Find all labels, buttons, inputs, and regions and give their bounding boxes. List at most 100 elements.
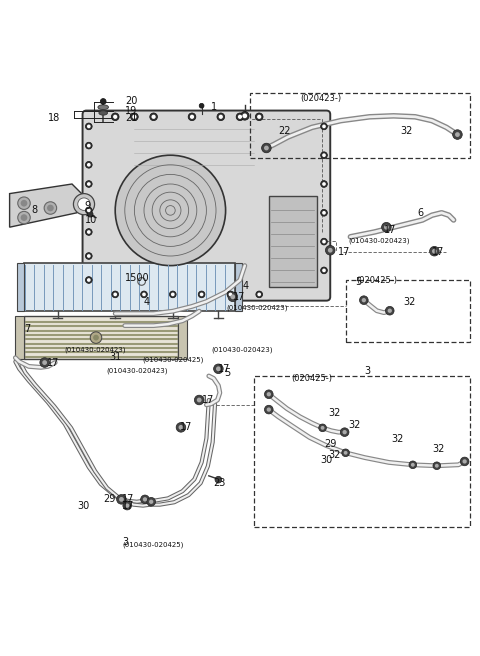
- Text: 29: 29: [324, 439, 337, 449]
- Circle shape: [87, 209, 91, 213]
- Circle shape: [18, 211, 30, 224]
- Ellipse shape: [99, 111, 108, 115]
- Circle shape: [322, 125, 326, 128]
- Bar: [24, 263, 235, 311]
- Circle shape: [90, 332, 102, 343]
- Circle shape: [321, 426, 324, 430]
- Text: 32: 32: [329, 450, 341, 461]
- Circle shape: [321, 123, 327, 130]
- Circle shape: [149, 500, 154, 504]
- Circle shape: [384, 225, 389, 230]
- Text: 17: 17: [122, 501, 135, 510]
- Text: 4: 4: [242, 281, 249, 291]
- Circle shape: [321, 238, 327, 245]
- Circle shape: [194, 395, 204, 405]
- Circle shape: [85, 142, 92, 149]
- Circle shape: [125, 503, 130, 508]
- Circle shape: [228, 293, 232, 297]
- Text: 3: 3: [122, 537, 129, 546]
- Circle shape: [362, 298, 366, 302]
- Text: 7: 7: [24, 324, 30, 334]
- Circle shape: [85, 161, 92, 168]
- Circle shape: [267, 392, 271, 396]
- Text: 5: 5: [225, 367, 231, 378]
- Text: 32: 32: [348, 420, 360, 430]
- Text: 30: 30: [78, 501, 90, 510]
- Text: (010430-020423): (010430-020423): [211, 346, 273, 353]
- Circle shape: [87, 163, 91, 167]
- Circle shape: [319, 424, 326, 432]
- Circle shape: [262, 143, 271, 153]
- Circle shape: [93, 335, 99, 340]
- Circle shape: [227, 291, 234, 298]
- Circle shape: [179, 425, 183, 430]
- Circle shape: [455, 132, 460, 137]
- Circle shape: [216, 367, 221, 371]
- Text: 31: 31: [109, 352, 122, 362]
- Circle shape: [117, 495, 126, 504]
- Text: 17: 17: [202, 395, 214, 405]
- Text: 17: 17: [47, 358, 59, 367]
- Circle shape: [85, 277, 92, 283]
- Text: 18: 18: [48, 113, 60, 123]
- Circle shape: [85, 180, 92, 188]
- Circle shape: [321, 152, 327, 159]
- Circle shape: [322, 154, 326, 157]
- Circle shape: [119, 497, 124, 502]
- Circle shape: [123, 501, 132, 510]
- Ellipse shape: [98, 105, 108, 110]
- Text: (010430-020423): (010430-020423): [65, 346, 126, 353]
- Circle shape: [432, 249, 437, 254]
- Circle shape: [113, 293, 117, 297]
- Text: 8: 8: [31, 205, 37, 215]
- Circle shape: [217, 113, 225, 121]
- Circle shape: [255, 113, 263, 121]
- Circle shape: [87, 211, 93, 217]
- Circle shape: [115, 155, 226, 266]
- Circle shape: [382, 222, 391, 232]
- Circle shape: [240, 112, 249, 120]
- Text: 17: 17: [122, 495, 135, 504]
- Text: 3: 3: [365, 366, 371, 376]
- Circle shape: [411, 463, 415, 466]
- Circle shape: [242, 113, 247, 118]
- Text: 4: 4: [144, 297, 150, 306]
- FancyBboxPatch shape: [83, 111, 330, 300]
- Text: (020425-): (020425-): [291, 374, 332, 383]
- Circle shape: [40, 358, 49, 367]
- Circle shape: [78, 198, 90, 211]
- Circle shape: [87, 182, 91, 186]
- Circle shape: [360, 296, 368, 304]
- Circle shape: [47, 205, 54, 211]
- Bar: [346, 280, 470, 342]
- Circle shape: [267, 407, 271, 412]
- Circle shape: [385, 306, 394, 315]
- Circle shape: [85, 207, 92, 214]
- Circle shape: [257, 115, 261, 119]
- Circle shape: [199, 104, 204, 108]
- Circle shape: [264, 146, 269, 150]
- Bar: [178, 316, 187, 359]
- Circle shape: [430, 247, 439, 256]
- Circle shape: [322, 239, 326, 243]
- Circle shape: [388, 308, 392, 313]
- Circle shape: [344, 451, 348, 455]
- Bar: [24, 316, 178, 359]
- Circle shape: [264, 390, 273, 399]
- Circle shape: [152, 115, 156, 119]
- Circle shape: [169, 291, 176, 298]
- Text: (010430-020423): (010430-020423): [348, 237, 409, 244]
- Circle shape: [236, 113, 244, 121]
- Circle shape: [322, 182, 326, 186]
- Circle shape: [230, 295, 235, 299]
- Bar: [15, 316, 24, 359]
- Circle shape: [143, 497, 147, 502]
- Text: 32: 32: [403, 297, 416, 306]
- Circle shape: [73, 194, 95, 215]
- Circle shape: [462, 459, 467, 464]
- Circle shape: [340, 428, 349, 436]
- Circle shape: [113, 115, 117, 119]
- Circle shape: [328, 248, 333, 253]
- Circle shape: [200, 293, 204, 297]
- Circle shape: [342, 430, 347, 434]
